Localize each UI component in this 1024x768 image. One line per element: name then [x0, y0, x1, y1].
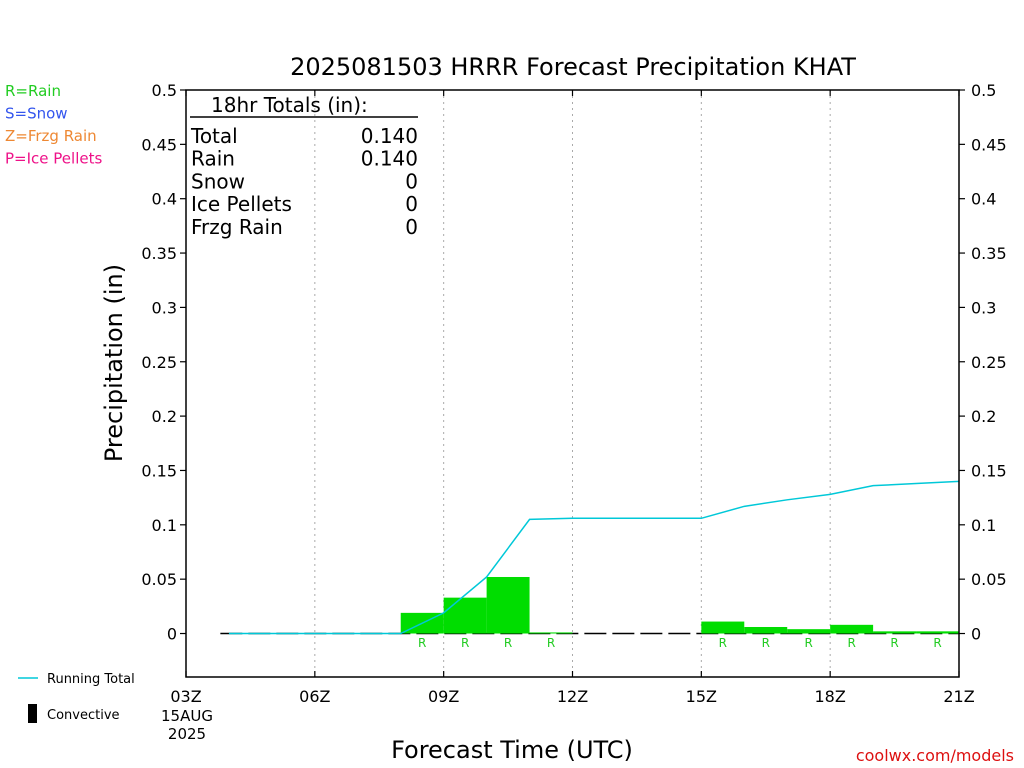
credit-text: coolwx.com/models [856, 746, 1014, 765]
ptype-marker: R [504, 636, 512, 650]
precip-bar [701, 621, 745, 634]
x-tick-label: 21Z [943, 687, 974, 706]
totals-row-value: 0 [405, 215, 418, 239]
ptype-marker: R [890, 636, 898, 650]
y-tick-label-left: 0 [167, 625, 177, 644]
y-tick-label-right: 0 [971, 625, 981, 644]
chart-title: 2025081503 HRRR Forecast Precipitation K… [290, 53, 856, 81]
totals-row-label: Total [190, 124, 238, 148]
running-total-legend-label: Running Total [47, 672, 135, 687]
date-year-label: 2025 [168, 725, 206, 743]
totals-row-value: 0 [405, 169, 418, 193]
ptype-marker: R [461, 636, 469, 650]
y-tick-label-left: 0.4 [152, 190, 177, 209]
y-tick-label-left: 0.25 [141, 353, 177, 372]
precip-bar [916, 631, 959, 634]
y-axis-label: Precipitation (in) [100, 264, 128, 462]
y-tick-label-left: 0.15 [141, 461, 177, 480]
ptype-legend-item: P=Ice Pellets [5, 150, 102, 168]
precip-bar [529, 632, 573, 634]
y-tick-label-left: 0.2 [152, 407, 177, 426]
y-tick-label-right: 0.25 [971, 353, 1007, 372]
y-tick-label-right: 0.1 [971, 516, 996, 535]
precip-bar [744, 626, 788, 634]
precip-bar [830, 624, 874, 634]
ptype-marker: R [933, 636, 941, 650]
precip-bar [787, 629, 831, 634]
x-tick-label: 18Z [815, 687, 846, 706]
date-day-label: 15AUG [161, 707, 213, 725]
y-tick-label-right: 0.15 [971, 461, 1007, 480]
y-tick-label-left: 0.35 [141, 244, 177, 263]
y-tick-label-right: 0.5 [971, 81, 996, 100]
totals-row-label: Snow [191, 169, 245, 193]
running-total-layer [228, 480, 960, 635]
y-tick-label-right: 0.05 [971, 570, 1007, 589]
totals-row-label: Ice Pellets [191, 192, 292, 216]
x-axis-label: Forecast Time (UTC) [391, 736, 633, 764]
ptype-marker: R [547, 636, 555, 650]
precip-bar [443, 597, 487, 634]
y-tick-label-left: 0.1 [152, 516, 177, 535]
grid-lines [220, 90, 959, 677]
precip-bar [486, 576, 530, 634]
y-tick-label-right: 0.3 [971, 298, 996, 317]
ptype-marker: R [418, 636, 426, 650]
x-tick-label: 09Z [428, 687, 459, 706]
totals-row-value: 0.140 [361, 147, 418, 171]
totals-heading: 18hr Totals (in): [211, 93, 368, 117]
y-tick-label-right: 0.4 [971, 190, 996, 209]
y-tick-label-right: 0.45 [971, 135, 1007, 154]
ptype-marker: R [805, 636, 813, 650]
y-tick-label-left: 0.05 [141, 570, 177, 589]
y-tick-label-left: 0.3 [152, 298, 177, 317]
y-tick-label-right: 0.2 [971, 407, 996, 426]
totals-box: 18hr Totals (in): Total 0.140 Rain 0.140 Snow… [190, 93, 418, 239]
ptype-marker: R [719, 636, 727, 650]
ptype-legend-item: S=Snow [5, 105, 68, 123]
x-tick-label: 06Z [299, 687, 330, 706]
totals-row-label: Frzg Rain [191, 215, 283, 239]
bar-layer [400, 576, 959, 634]
y-tick-label-left: 0.45 [141, 135, 177, 154]
ptype-legend-item: R=Rain [5, 82, 61, 100]
x-axis-ticks: 03Z 06Z 09Z 12Z 15Z 18Z 21Z [170, 90, 975, 706]
x-tick-label: 03Z [170, 687, 201, 706]
totals-row-value: 0 [405, 192, 418, 216]
ptype-marker: R [762, 636, 770, 650]
ptype-legend: R=Rain S=Snow Z=Frzg Rain P=Ice Pellets [5, 82, 102, 168]
x-tick-label: 12Z [557, 687, 588, 706]
y-tick-label-right: 0.35 [971, 244, 1007, 263]
totals-row-label: Rain [191, 147, 235, 171]
convective-legend-label: Convective [47, 708, 120, 723]
y-axis-ticks: 0 00.05 0.050.1 0.10.15 0.150.2 0.20.25 0.250.… [141, 81, 1006, 644]
convective-legend-swatch [28, 704, 37, 723]
y-tick-label-left: 0.5 [152, 81, 177, 100]
precip-bar [873, 631, 917, 634]
x-tick-label: 15Z [686, 687, 717, 706]
running-total-line [228, 480, 960, 635]
totals-row-value: 0.140 [361, 124, 418, 148]
ptype-marker: R [847, 636, 855, 650]
ptype-legend-item: Z=Frzg Rain [5, 127, 97, 145]
